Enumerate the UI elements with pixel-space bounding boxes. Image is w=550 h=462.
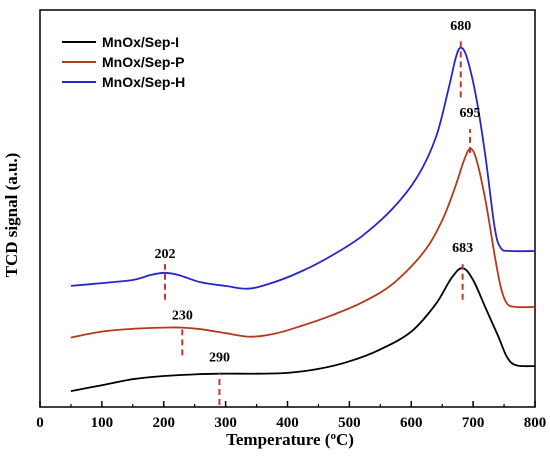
x-tick-label: 200 (153, 415, 176, 431)
x-tick-label: 400 (276, 415, 299, 431)
legend: MnOx/Sep-I MnOx/Sep-P MnOx/Sep-H (62, 34, 185, 90)
x-axis-title-superscript: o (330, 430, 336, 442)
series-layer (70, 46, 536, 392)
x-tick-label: 300 (214, 415, 237, 431)
peak-label: 683 (452, 241, 473, 256)
peak-label: 290 (209, 350, 230, 365)
series-line-1 (70, 267, 536, 392)
x-axis-title-main: Temperature ( (226, 430, 331, 449)
x-tick-label: 0 (36, 415, 44, 431)
peak-label: 202 (154, 247, 175, 262)
series-line-3 (70, 46, 536, 290)
peak-label: 230 (172, 309, 193, 324)
series-line-2 (70, 147, 536, 339)
annotation-layer: 680 695 683 202 230 290 (154, 19, 481, 406)
legend-label: MnOx/Sep-P (102, 54, 184, 70)
x-axis-ticks: 0 100 200 300 400 500 600 700 800 (36, 401, 546, 431)
x-tick-label: 800 (524, 415, 547, 431)
x-tick-label: 700 (462, 415, 485, 431)
legend-label: MnOx/Sep-I (102, 34, 179, 50)
peak-label: 695 (460, 106, 481, 121)
x-axis-title-end: C) (336, 430, 354, 449)
y-axis-title: TCD signal (a.u.) (2, 153, 21, 278)
x-tick-label: 100 (91, 415, 114, 431)
x-tick-label: 500 (338, 415, 361, 431)
legend-label: MnOx/Sep-H (102, 74, 185, 90)
peak-label: 680 (450, 19, 471, 34)
x-tick-label: 600 (400, 415, 423, 431)
x-axis-title: Temperature (oC) (226, 430, 354, 449)
